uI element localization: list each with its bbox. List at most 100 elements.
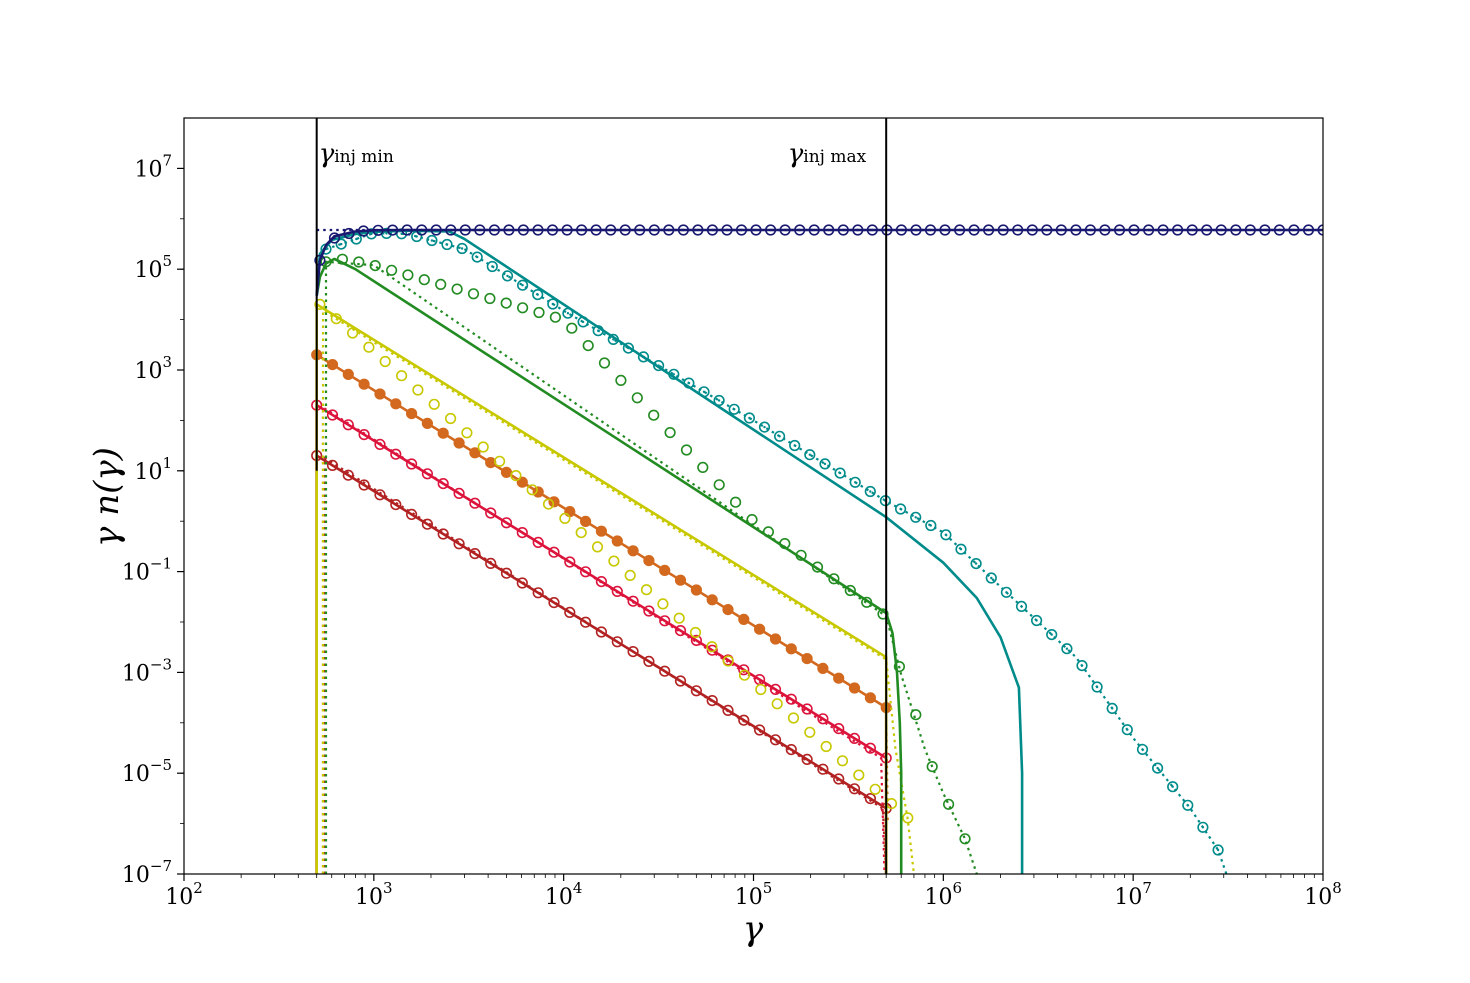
series-2-marker	[374, 388, 386, 400]
series-5-marker-dot	[929, 524, 932, 527]
series-5-marker-dot	[1156, 766, 1159, 770]
series-1-marker	[706, 644, 718, 656]
series-0-marker	[548, 596, 560, 609]
series-5-marker	[1091, 681, 1103, 693]
series-6-marker-dot	[827, 228, 830, 232]
series-6-marker-dot	[565, 228, 569, 232]
series-6-marker	[982, 224, 995, 236]
series-2-marker	[453, 437, 465, 449]
series-0-marker	[469, 547, 481, 560]
series-5-marker-dot	[657, 364, 660, 367]
series-5-marker-dot	[536, 293, 539, 296]
series-1-marker	[326, 409, 339, 421]
series-1-marker	[485, 507, 497, 519]
series-6-marker	[1157, 224, 1169, 236]
series-1-marker	[406, 458, 418, 470]
series-2-marker	[548, 496, 560, 508]
series-5-marker-dot	[430, 239, 434, 242]
series-5-marker-dot	[793, 444, 796, 447]
series-4-marker	[680, 444, 693, 456]
series-0-marker	[579, 616, 592, 628]
series-6-marker-dot	[1249, 228, 1252, 232]
series-0-marker	[864, 792, 877, 805]
series-6-marker-dot	[522, 228, 525, 232]
series-4-marker	[648, 409, 660, 421]
series-6-marker-dot	[362, 229, 365, 233]
series-4-marker	[779, 537, 791, 550]
series-6	[314, 224, 1323, 296]
series-0-dotted-line	[323, 455, 888, 874]
series-5-marker-dot	[1216, 848, 1220, 852]
series-2-marker	[595, 525, 608, 537]
series-5-marker	[698, 386, 710, 398]
series-6-marker	[735, 224, 748, 236]
series-6-marker-dot	[943, 228, 947, 232]
series-6-marker	[445, 224, 457, 236]
series-1-marker	[516, 526, 528, 539]
series-3-marker	[902, 812, 914, 824]
series-6-marker-dot	[1045, 228, 1049, 232]
series-5-marker	[1151, 762, 1164, 774]
series-6-marker	[1041, 224, 1053, 236]
series-6-marker	[1142, 224, 1155, 236]
series-5-marker-dot	[702, 390, 706, 393]
series-6-marker-dot	[682, 228, 685, 232]
series-2-marker	[706, 594, 718, 606]
series-4-marker	[516, 302, 529, 314]
series-5-marker-dot	[1005, 591, 1008, 594]
series-4-marker	[697, 461, 709, 474]
series-1-marker	[469, 497, 481, 509]
series-0-marker	[437, 528, 449, 540]
series-5-marker	[894, 503, 907, 515]
series-5-marker	[652, 360, 665, 372]
series-0-marker	[659, 665, 671, 677]
series-5-marker	[441, 238, 453, 251]
series-5-marker-dot	[748, 416, 751, 420]
series-6-marker-dot	[1147, 228, 1150, 232]
series-6-marker-dot	[1089, 228, 1092, 232]
series-1-marker	[643, 605, 655, 617]
series-6-marker	[634, 224, 646, 236]
series-5-marker	[955, 543, 967, 555]
series-6-marker	[939, 224, 951, 236]
series-5-marker	[668, 368, 680, 380]
series-5-marker-dot	[672, 373, 675, 376]
series-4-marker	[484, 292, 496, 305]
vline-label-1: γinj max	[788, 139, 867, 169]
series-6-marker-dot	[507, 228, 511, 232]
series-1-marker	[690, 634, 703, 647]
series-4-marker	[353, 256, 365, 268]
series-6-marker	[706, 224, 719, 236]
series-2-marker	[659, 564, 671, 577]
series-6-marker-dot	[929, 228, 932, 232]
x-axis-label: γ	[743, 909, 764, 949]
series-2-marker	[500, 466, 513, 479]
series-6-marker	[779, 224, 791, 236]
series-1-marker	[785, 693, 797, 705]
series-6-marker-dot	[551, 228, 554, 232]
series-5-marker	[456, 242, 468, 255]
series-4-marker	[910, 709, 922, 721]
series-6-marker	[1302, 224, 1315, 236]
series-0-marker	[817, 763, 829, 775]
series-6-marker-dot	[1074, 228, 1078, 232]
series-6-marker	[328, 232, 341, 244]
series-4-marker	[762, 526, 775, 538]
series-5-marker	[486, 260, 498, 273]
series-0-marker	[738, 714, 750, 726]
series-0-marker	[643, 655, 655, 668]
series-6-marker-dot	[798, 228, 801, 232]
series-3-marker	[755, 683, 767, 696]
series-5-marker-dot	[1050, 633, 1053, 636]
series-5-marker	[622, 342, 635, 354]
series-4-marker	[664, 427, 676, 439]
series-1-marker	[659, 615, 671, 627]
series-2-marker	[674, 574, 687, 586]
series-5-marker	[592, 325, 604, 337]
x-tick-label: 108	[1304, 879, 1342, 910]
series-5-marker	[501, 270, 514, 282]
series-6-marker	[1012, 224, 1024, 236]
series-0-marker	[374, 489, 386, 501]
series-6-marker	[794, 224, 806, 236]
series-3-marker	[575, 526, 587, 539]
